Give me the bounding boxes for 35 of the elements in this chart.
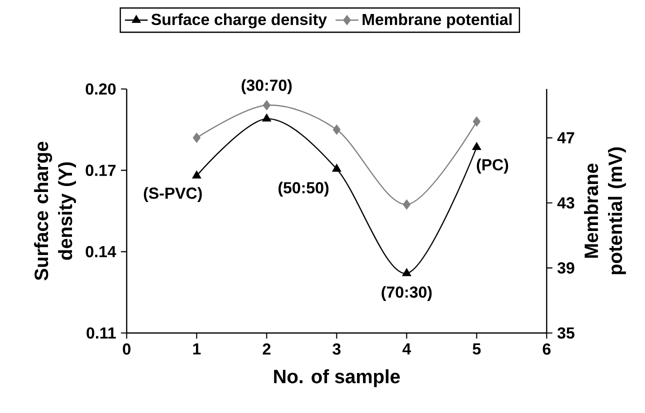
x-tick-label: 0 xyxy=(122,343,130,355)
x-axis-title: No. of sample xyxy=(274,369,400,388)
y2-tick-label: 35 xyxy=(557,327,574,339)
point xyxy=(262,100,270,110)
legend-label: Membrane potential xyxy=(362,13,512,28)
x-tick-label: 6 xyxy=(542,343,551,355)
legend-label: Surface charge density xyxy=(151,13,327,28)
annotation: (70:30) xyxy=(382,286,432,301)
point xyxy=(262,114,271,122)
point xyxy=(192,132,200,143)
x-tick-label: 4 xyxy=(402,343,412,354)
annotation: (S-PVC) xyxy=(144,187,202,202)
y-tick-label: 0.14 xyxy=(86,246,116,258)
x-tick-label: 1 xyxy=(193,343,201,354)
y-tick-label: 0.17 xyxy=(86,164,116,176)
point xyxy=(402,200,410,210)
y-tick-label: 0.11 xyxy=(86,327,116,339)
y2-tick-label: 47 xyxy=(557,132,574,144)
y2-axis-title: Membrane potential (mV) xyxy=(584,147,626,274)
y-tick-label: 0.20 xyxy=(86,83,116,95)
x-tick-label: 3 xyxy=(332,343,341,355)
x-tick-label: 2 xyxy=(262,343,270,355)
annotation: (30:70) xyxy=(242,79,292,94)
y2-tick-label: 43 xyxy=(557,197,574,209)
annotation: (PC) xyxy=(476,158,508,174)
point xyxy=(332,164,341,172)
x-tick-label: 5 xyxy=(472,343,481,355)
point xyxy=(472,116,480,126)
point xyxy=(472,142,481,150)
point xyxy=(332,124,340,135)
point xyxy=(192,170,201,178)
point xyxy=(402,268,411,276)
annotation: (50:50) xyxy=(278,182,328,197)
y2-tick-label: 39 xyxy=(557,262,574,274)
y-axis-title: Surface charge density (Y) xyxy=(34,142,76,280)
